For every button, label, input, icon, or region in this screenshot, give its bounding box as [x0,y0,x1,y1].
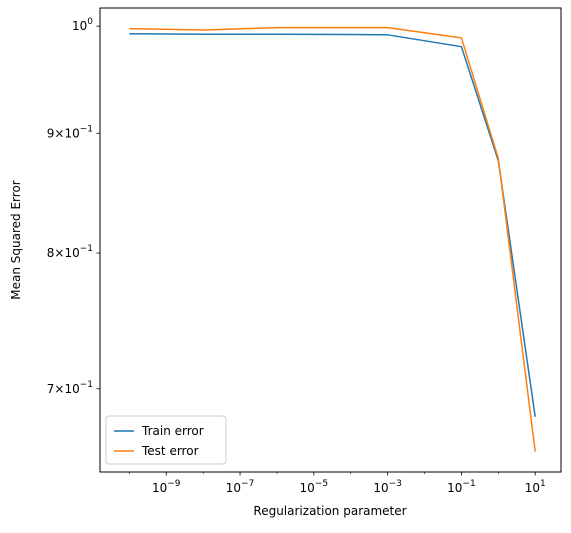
y-tick-label: 9×10−1 [47,124,93,140]
x-tick-label: 10−9 [152,479,181,495]
legend-label-train-error: Train error [141,424,204,438]
x-tick-label: 10−7 [226,479,255,495]
x-axis-ticks: 10−9 10−7 10−5 10−3 10−1 101 [129,472,546,495]
y-axis-label: Mean Squared Error [9,180,23,300]
x-tick-label: 10−3 [373,479,402,495]
series-layer [129,26,536,452]
y-tick-label: 8×10−1 [47,244,93,260]
x-axis-label: Regularization parameter [253,504,406,518]
y-tick-label: 7×10−1 [47,380,93,396]
x-tick-label: 101 [525,479,546,495]
x-tick-label: 10−5 [300,479,329,495]
plot-frame [99,7,562,473]
legend: Train error Test error [105,415,227,465]
x-tick-label: 10−1 [447,479,476,495]
y-tick-label: 100 [72,17,93,33]
legend-label-test-error: Test error [141,444,199,458]
series-line-train-error [129,33,536,417]
y-axis-ticks: 100 9×10−1 8×10−1 7×10−1 [47,17,100,396]
series-line-test-error [129,26,536,452]
legend-box [105,415,227,465]
